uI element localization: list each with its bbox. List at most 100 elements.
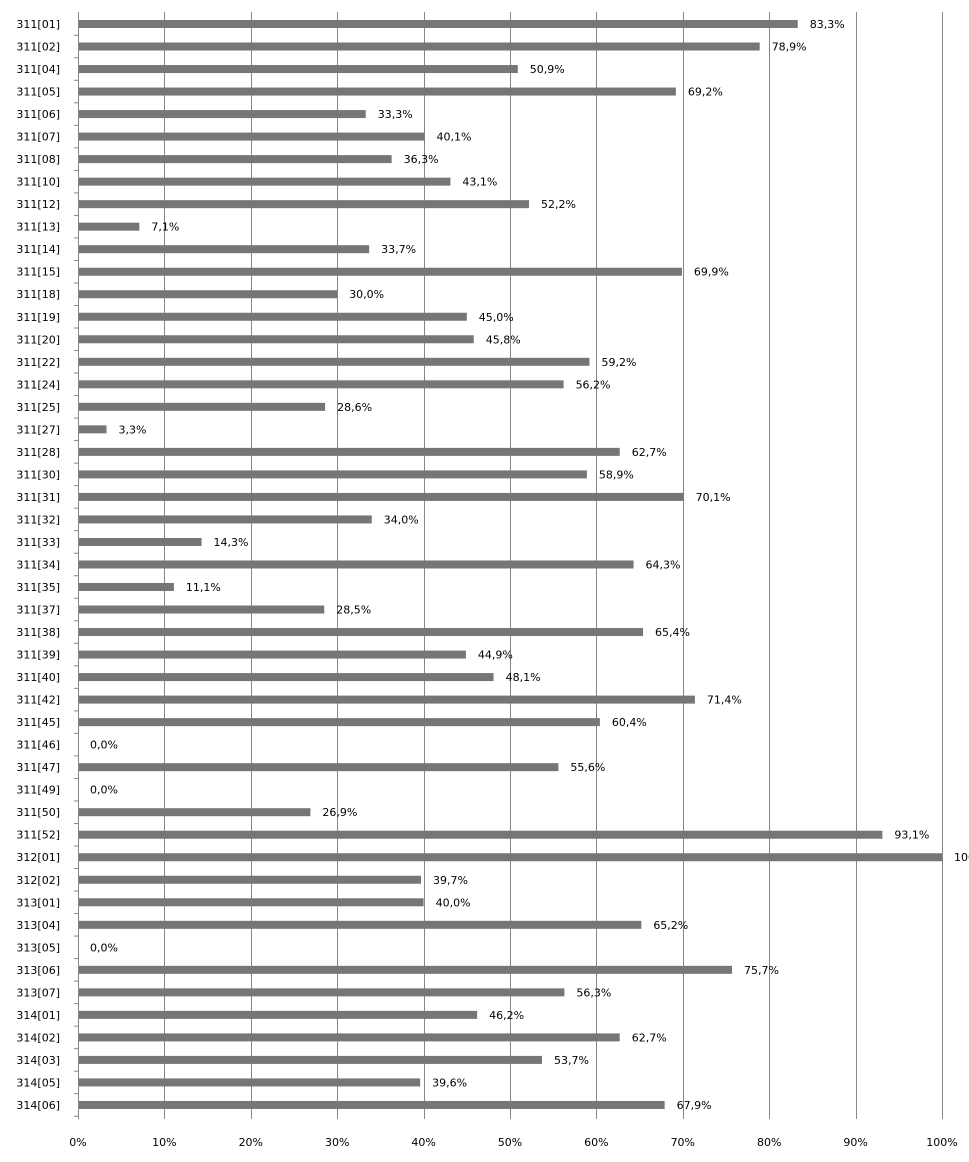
category-label: 311[38] bbox=[16, 626, 60, 639]
category-label: 311[13] bbox=[16, 221, 60, 234]
category-label: 311[06] bbox=[16, 108, 60, 121]
bar bbox=[79, 312, 467, 321]
bar bbox=[79, 898, 424, 907]
data-label: 30,0% bbox=[349, 288, 384, 301]
x-tick-label: 50% bbox=[498, 1136, 522, 1149]
data-label: 39,6% bbox=[432, 1076, 467, 1089]
data-label: 36,3% bbox=[404, 153, 439, 166]
data-label: 65,2% bbox=[653, 919, 688, 932]
data-label: 26,9% bbox=[322, 806, 357, 819]
data-label: 59,2% bbox=[601, 356, 636, 369]
data-label: 34,0% bbox=[384, 513, 419, 526]
x-tick-label: 40% bbox=[411, 1136, 435, 1149]
category-label: 311[02] bbox=[16, 41, 60, 54]
x-tick-label: 100% bbox=[926, 1136, 957, 1149]
category-label: 311[39] bbox=[16, 649, 60, 662]
data-label: 69,2% bbox=[688, 86, 723, 99]
category-labels: 311[01] 311[02] 311[04] 311[05] 311[06] 311[0… bbox=[16, 18, 60, 1112]
category-label: 311[42] bbox=[16, 694, 60, 707]
category-label: 314[06] bbox=[16, 1099, 60, 1112]
bar bbox=[79, 425, 107, 434]
bar bbox=[79, 402, 326, 411]
bar bbox=[79, 875, 422, 884]
bar bbox=[79, 830, 883, 839]
x-tick-label: 20% bbox=[239, 1136, 263, 1149]
x-tick-label: 90% bbox=[843, 1136, 867, 1149]
bar bbox=[79, 695, 695, 704]
data-label: 56,3% bbox=[576, 986, 611, 999]
bar bbox=[79, 42, 760, 51]
category-label: 311[25] bbox=[16, 401, 60, 414]
category-label: 311[46] bbox=[16, 739, 60, 752]
category-label: 314[01] bbox=[16, 1009, 60, 1022]
data-label: 28,5% bbox=[336, 604, 371, 617]
data-label: 43,1% bbox=[462, 176, 497, 189]
category-label: 311[01] bbox=[16, 18, 60, 31]
category-label: 311[10] bbox=[16, 176, 60, 189]
bar bbox=[79, 583, 174, 591]
category-label: 312[01] bbox=[16, 851, 60, 864]
data-label: 65,4% bbox=[655, 626, 690, 639]
bar bbox=[79, 988, 565, 997]
bar bbox=[79, 718, 600, 727]
category-label: 311[33] bbox=[16, 536, 60, 549]
data-label: 78,9% bbox=[772, 41, 807, 54]
data-label: 45,8% bbox=[486, 333, 521, 346]
x-tick-labels: 0% 10% 20% 30% 40% 50% 60% 70% 80% 90% 100% bbox=[69, 1136, 957, 1149]
data-label: 28,6% bbox=[337, 401, 372, 414]
bar bbox=[79, 1055, 542, 1064]
bar bbox=[79, 537, 202, 546]
bar bbox=[79, 177, 451, 186]
category-label: 311[12] bbox=[16, 198, 60, 211]
category-label: 311[15] bbox=[16, 266, 60, 279]
category-label: 311[35] bbox=[16, 581, 60, 594]
bar bbox=[79, 605, 325, 614]
category-label: 311[37] bbox=[16, 604, 60, 617]
data-label: 11,1% bbox=[186, 581, 221, 594]
category-label: 312[02] bbox=[16, 874, 60, 887]
bar bbox=[79, 132, 425, 141]
bar bbox=[79, 200, 530, 209]
category-label: 311[49] bbox=[16, 784, 60, 797]
category-label: 311[27] bbox=[16, 423, 60, 436]
data-label: 46,2% bbox=[489, 1009, 524, 1022]
data-label: 44,9% bbox=[478, 649, 513, 662]
data-label: 0,0% bbox=[90, 784, 118, 797]
category-label: 313[07] bbox=[16, 986, 60, 999]
data-label: 83,3% bbox=[810, 18, 845, 31]
x-tick-label: 30% bbox=[325, 1136, 349, 1149]
bar bbox=[79, 155, 392, 164]
data-label: 75,7% bbox=[744, 964, 779, 977]
data-label: 40,1% bbox=[436, 131, 471, 144]
data-label: 45,0% bbox=[479, 311, 514, 324]
data-label: 48,1% bbox=[506, 671, 541, 684]
data-label: 67,9% bbox=[677, 1099, 712, 1112]
bar bbox=[79, 87, 676, 96]
bar bbox=[79, 808, 311, 817]
data-label: 7,1% bbox=[151, 221, 179, 234]
bar bbox=[79, 650, 466, 659]
category-label: 311[28] bbox=[16, 446, 60, 459]
bar bbox=[79, 110, 366, 119]
data-label: 55,6% bbox=[570, 761, 605, 774]
bar bbox=[79, 245, 370, 254]
category-label: 313[01] bbox=[16, 896, 60, 909]
data-label: 62,7% bbox=[632, 1031, 667, 1044]
bar bbox=[79, 1010, 478, 1019]
data-label: 60,4% bbox=[612, 716, 647, 729]
category-label: 314[05] bbox=[16, 1076, 60, 1089]
category-label: 311[52] bbox=[16, 829, 60, 842]
bar bbox=[79, 357, 590, 366]
category-label: 311[07] bbox=[16, 131, 60, 144]
bar bbox=[79, 1100, 665, 1109]
bar bbox=[79, 965, 733, 974]
data-label: 70,1% bbox=[696, 491, 731, 504]
bar bbox=[79, 1078, 421, 1087]
category-label: 311[40] bbox=[16, 671, 60, 684]
data-label: 39,7% bbox=[433, 874, 468, 887]
data-label: 50,9% bbox=[530, 63, 565, 76]
bar bbox=[79, 560, 634, 569]
bar bbox=[79, 515, 372, 524]
category-label: 314[03] bbox=[16, 1054, 60, 1067]
